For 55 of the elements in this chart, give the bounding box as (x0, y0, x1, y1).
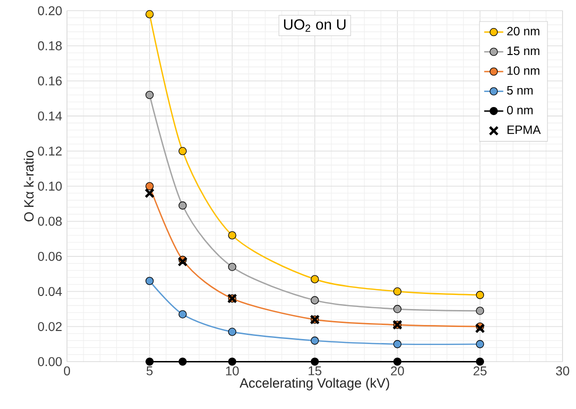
y-tick-label: 0.18 (38, 42, 62, 51)
y-tick-label: 0.20 (38, 6, 62, 16)
point (310, 296, 319, 305)
y-tick-label: 0.10 (38, 182, 62, 191)
legend-label: 5 nm (507, 86, 533, 95)
x-tick-label: 15 (308, 366, 322, 376)
point (178, 256, 188, 267)
legend-label: 10 nm (508, 66, 540, 76)
point (178, 147, 187, 156)
y-tick-label: 0.02 (38, 322, 62, 332)
y-tick-label: 0.00 (38, 357, 62, 366)
y-tick-label: 0.16 (38, 76, 62, 86)
text: UO$_{2}$ on U (284, 19, 346, 32)
point (144, 188, 155, 198)
point (310, 275, 319, 284)
x-tick-label: 0 (64, 366, 70, 376)
point (146, 358, 154, 366)
point (476, 306, 484, 316)
legend-label: 20 nm (507, 27, 540, 36)
point (228, 358, 236, 366)
point (393, 305, 402, 314)
point (146, 10, 154, 19)
x-axis-title: Accelerating Voltage (kV) (240, 378, 390, 391)
x-tick-label: 30 (556, 366, 570, 376)
y-tick-label: 0.08 (38, 216, 62, 226)
x-tick-label: 25 (474, 366, 487, 376)
point (178, 310, 187, 319)
point (476, 340, 484, 348)
y-tick-label: 0.06 (38, 252, 62, 262)
point (178, 202, 187, 210)
y-tick-label: 0.12 (38, 146, 62, 156)
x-tick-label: 5 (146, 366, 153, 376)
legend-label: 15 nm (508, 46, 540, 56)
y-tick-label: 0.14 (38, 112, 62, 121)
legend-label: 0 nm (507, 106, 533, 115)
point (146, 277, 154, 286)
point (178, 358, 187, 366)
point (310, 358, 319, 366)
point (476, 358, 484, 366)
legend-label: EPMA (508, 126, 541, 134)
x-tick-label: 20 (390, 366, 404, 376)
y-axis-title: O Kα k-ratio (24, 151, 34, 222)
y-tick-label: 0.04 (38, 287, 62, 296)
point (393, 358, 402, 366)
point (228, 328, 236, 336)
point (393, 340, 402, 348)
point (476, 291, 484, 300)
point (310, 336, 319, 345)
point (146, 182, 154, 190)
point (475, 324, 485, 334)
x-tick-label: 10 (226, 366, 239, 376)
point (228, 263, 236, 272)
point (146, 91, 154, 100)
point (228, 231, 236, 240)
point (393, 288, 402, 296)
